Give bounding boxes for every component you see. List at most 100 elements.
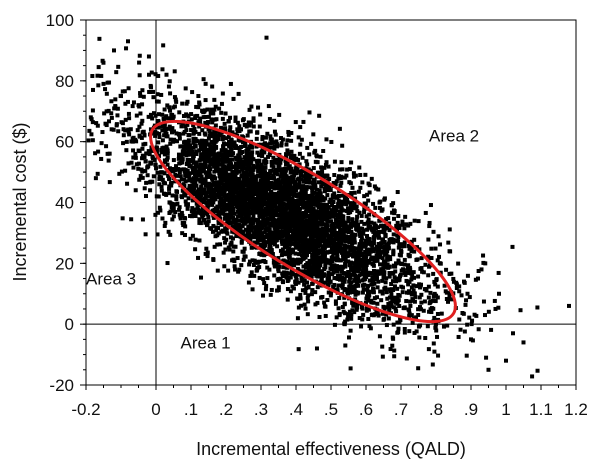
data-point [202,139,207,144]
data-point [329,210,334,215]
data-point [97,36,102,41]
data-point [130,104,135,109]
data-point [272,273,277,278]
data-point [303,236,308,241]
data-point [134,113,139,118]
data-point [416,312,421,317]
data-point [464,353,469,358]
data-point [210,176,215,181]
data-point [151,89,156,94]
data-point [197,217,202,222]
data-point [436,234,441,239]
data-point [230,197,235,202]
data-point [269,208,274,213]
data-point [328,249,333,254]
data-point [278,188,283,193]
data-point [349,245,354,250]
data-point [337,126,342,131]
data-point [242,161,247,166]
data-point [273,264,278,269]
data-point [279,239,284,244]
data-point [177,207,182,212]
data-point [299,303,304,308]
data-point [392,348,397,353]
data-point [271,219,276,224]
data-point [185,206,190,211]
data-point [336,204,341,209]
data-point [335,241,340,246]
data-point [287,246,292,251]
data-point [126,127,131,132]
data-point [280,241,285,246]
data-point [393,306,398,311]
data-point [443,289,448,294]
data-point [200,142,205,147]
data-point [246,183,251,188]
data-point [435,295,440,300]
data-point [215,268,220,273]
data-point [219,181,224,186]
data-point [218,167,223,172]
data-point [383,226,388,231]
data-point [191,212,196,217]
data-point [334,287,339,292]
data-point [156,112,161,117]
data-point [146,54,151,59]
data-point [175,201,180,206]
data-point [332,173,337,178]
data-point [284,233,289,238]
data-point [191,166,196,171]
data-point [293,273,298,278]
data-point [349,160,354,165]
data-point [223,126,228,131]
data-point [307,249,312,254]
data-point [427,220,432,225]
data-point [254,267,259,272]
data-point [340,275,345,280]
data-point [154,166,159,171]
data-point [196,173,201,178]
data-point [148,90,153,95]
data-point [395,190,400,195]
data-point [301,198,306,203]
data-point [182,215,187,220]
data-point [176,152,181,157]
data-point [126,161,131,166]
data-point [230,229,235,234]
data-point [138,111,143,116]
data-point [361,265,366,270]
data-point [314,228,319,233]
data-point [95,123,100,128]
data-point [222,207,227,212]
data-point [268,292,273,297]
data-point [245,232,250,237]
data-point [112,106,117,111]
data-point [126,86,131,91]
data-point [211,134,216,139]
data-point [329,230,334,235]
data-point [179,177,184,182]
data-point [179,124,184,129]
data-point [352,249,357,254]
data-point [284,206,289,211]
data-point [424,287,429,292]
data-point [304,159,309,164]
data-point [218,125,223,130]
data-point [320,221,325,226]
data-point [222,229,227,234]
data-point [329,245,334,250]
data-point [138,93,143,98]
data-point [125,181,130,186]
data-point [273,208,278,213]
data-point [293,239,298,244]
data-point [139,135,144,140]
data-point [162,148,167,153]
data-point [154,148,159,153]
data-point [265,233,270,238]
data-point [376,187,381,192]
data-point [360,253,365,258]
data-point [385,296,390,301]
data-point [407,311,412,316]
data-point [333,209,338,214]
data-point [342,301,347,306]
